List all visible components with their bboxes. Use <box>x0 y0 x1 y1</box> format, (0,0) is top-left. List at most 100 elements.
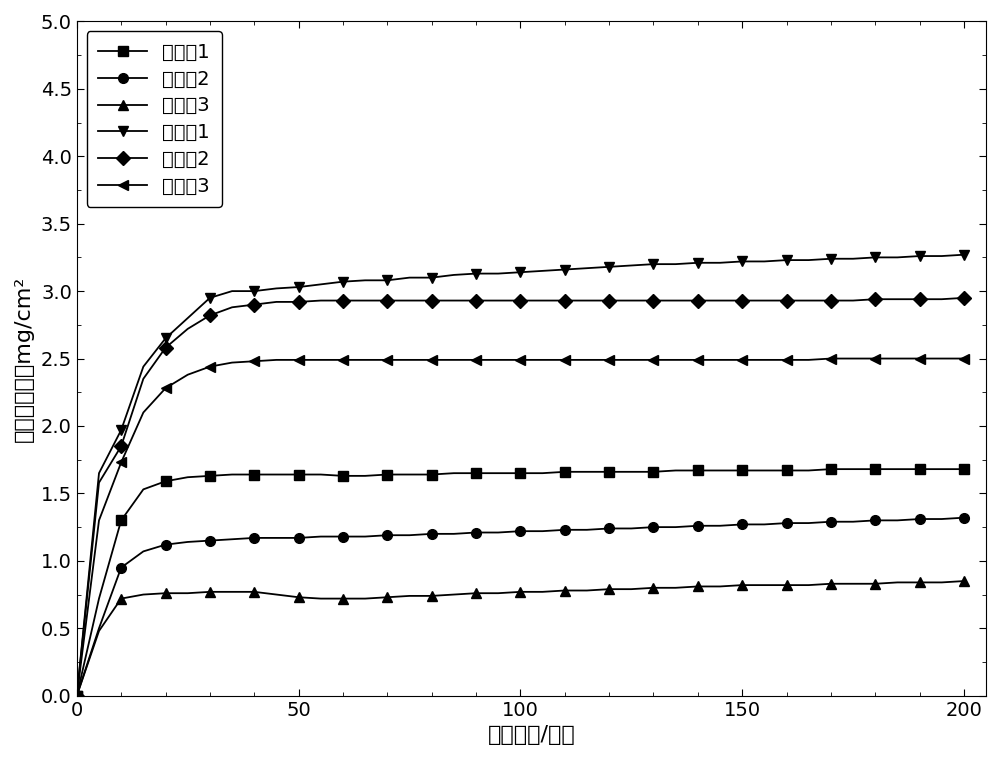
实施例3 <box>803 581 815 590</box>
对比例1 <box>781 256 793 265</box>
实施例1 <box>736 466 748 475</box>
对比例1 <box>670 260 682 269</box>
实施例3 <box>248 587 260 597</box>
实施例2 <box>559 525 571 534</box>
实施例1 <box>71 691 83 701</box>
实施例3 <box>825 579 837 588</box>
实施例3 <box>182 589 194 598</box>
实施例3 <box>670 583 682 592</box>
对比例1 <box>470 269 482 278</box>
实施例1 <box>537 468 549 477</box>
对比例2 <box>869 294 881 304</box>
实施例1 <box>160 477 172 486</box>
对比例3 <box>559 355 571 364</box>
对比例3 <box>891 354 903 363</box>
实施例2 <box>115 563 127 572</box>
实施例2 <box>581 525 593 534</box>
对比例2 <box>781 296 793 305</box>
对比例2 <box>514 296 526 305</box>
对比例1 <box>847 254 859 263</box>
对比例2 <box>204 311 216 320</box>
实施例3 <box>869 579 881 588</box>
对比例1 <box>514 268 526 277</box>
对比例2 <box>581 296 593 305</box>
实施例1 <box>315 470 327 479</box>
Line: 实施例2: 实施例2 <box>72 513 969 701</box>
对比例1 <box>803 256 815 265</box>
对比例3 <box>825 354 837 363</box>
对比例2 <box>736 296 748 305</box>
实施例2 <box>847 517 859 526</box>
对比例2 <box>803 296 815 305</box>
实施例1 <box>514 468 526 477</box>
实施例2 <box>448 529 460 538</box>
实施例1 <box>670 466 682 475</box>
Y-axis label: 单位面积增重mg/cm²: 单位面积增重mg/cm² <box>14 276 34 442</box>
实施例2 <box>936 515 948 524</box>
实施例1 <box>359 471 371 480</box>
对比例2 <box>381 296 393 305</box>
实施例3 <box>137 590 149 599</box>
对比例2 <box>115 442 127 451</box>
Line: 对比例1: 对比例1 <box>72 250 969 701</box>
实施例3 <box>692 582 704 591</box>
实施例1 <box>403 470 415 479</box>
对比例2 <box>93 478 105 487</box>
实施例3 <box>315 594 327 603</box>
实施例2 <box>470 528 482 537</box>
实施例1 <box>847 465 859 474</box>
实施例2 <box>714 521 726 531</box>
对比例1 <box>182 313 194 323</box>
实施例1 <box>603 468 615 477</box>
实施例1 <box>958 465 970 474</box>
对比例1 <box>137 362 149 371</box>
Line: 实施例3: 实施例3 <box>72 576 969 701</box>
实施例2 <box>891 516 903 525</box>
实施例2 <box>647 522 659 531</box>
实施例1 <box>647 468 659 477</box>
对比例3 <box>403 355 415 364</box>
对比例1 <box>226 287 238 296</box>
对比例2 <box>226 303 238 312</box>
实施例1 <box>293 470 305 479</box>
实施例3 <box>492 589 504 598</box>
对比例3 <box>337 355 349 364</box>
对比例1 <box>559 265 571 274</box>
实施例2 <box>958 513 970 522</box>
对比例3 <box>692 355 704 364</box>
实施例1 <box>115 516 127 525</box>
对比例3 <box>226 358 238 367</box>
对比例2 <box>936 294 948 304</box>
对比例3 <box>758 355 770 364</box>
对比例1 <box>537 266 549 276</box>
实施例1 <box>470 468 482 477</box>
对比例3 <box>315 355 327 364</box>
实施例2 <box>603 524 615 533</box>
实施例3 <box>426 591 438 600</box>
对比例2 <box>270 298 282 307</box>
对比例1 <box>714 258 726 267</box>
实施例3 <box>958 577 970 586</box>
对比例3 <box>714 355 726 364</box>
对比例2 <box>160 343 172 352</box>
实施例2 <box>803 518 815 528</box>
实施例3 <box>559 586 571 595</box>
实施例1 <box>692 466 704 475</box>
实施例2 <box>160 540 172 550</box>
对比例3 <box>869 354 881 363</box>
实施例3 <box>625 584 637 594</box>
实施例1 <box>182 473 194 482</box>
实施例3 <box>736 581 748 590</box>
对比例2 <box>337 296 349 305</box>
实施例1 <box>891 465 903 474</box>
对比例3 <box>847 354 859 363</box>
对比例1 <box>270 284 282 293</box>
对比例3 <box>248 357 260 366</box>
实施例2 <box>670 522 682 531</box>
对比例2 <box>647 296 659 305</box>
对比例2 <box>891 294 903 304</box>
对比例3 <box>71 691 83 701</box>
实施例1 <box>204 471 216 480</box>
对比例1 <box>936 251 948 260</box>
实施例1 <box>248 470 260 479</box>
